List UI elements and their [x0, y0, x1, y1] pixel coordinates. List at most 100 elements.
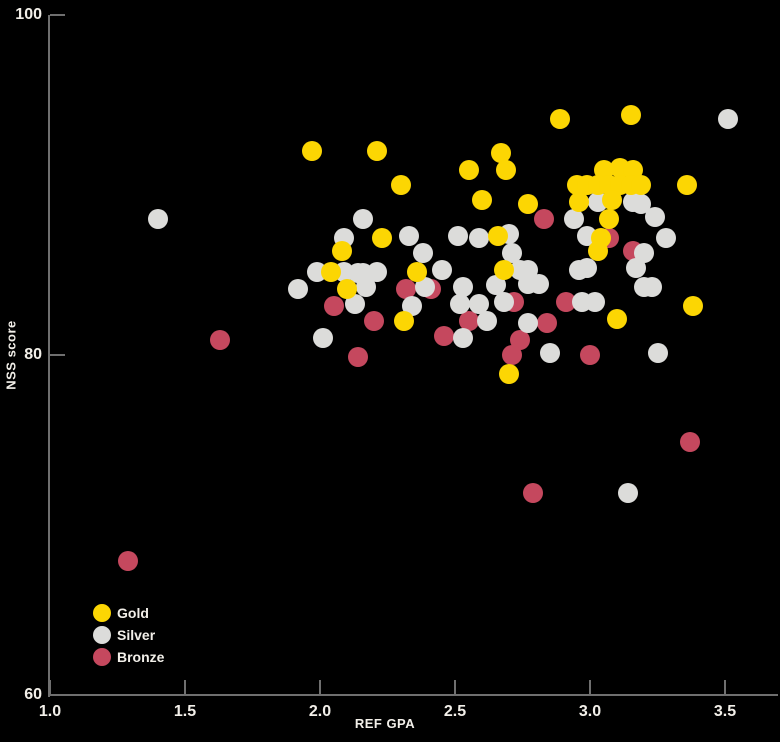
point-silver [453, 277, 474, 297]
y-tick-label: 100 [15, 6, 42, 23]
legend-dot-silver [93, 626, 111, 644]
x-axis-title: REF GPA [354, 716, 416, 731]
point-bronze [434, 326, 455, 347]
y-axis-line [48, 15, 50, 697]
point-gold [496, 159, 517, 180]
point-gold [331, 241, 352, 262]
point-bronze [396, 278, 417, 299]
point-silver [617, 482, 638, 503]
y-tick-label: 80 [24, 346, 42, 363]
point-gold [320, 261, 341, 282]
point-silver [642, 277, 663, 297]
point-gold [588, 241, 609, 262]
point-gold [407, 261, 428, 282]
point-gold [517, 193, 538, 214]
point-gold [598, 209, 619, 229]
point-silver [412, 243, 433, 263]
point-silver [528, 273, 549, 294]
x-tick-label: 1.5 [173, 703, 197, 720]
point-gold [472, 190, 492, 211]
legend-dot-bronze [93, 648, 111, 666]
point-silver [644, 207, 665, 228]
point-gold [366, 141, 387, 161]
point-bronze [679, 431, 700, 452]
x-tick [319, 680, 321, 694]
point-gold [488, 226, 509, 246]
x-axis-line [48, 694, 778, 696]
legend-label-gold: Gold [117, 605, 149, 621]
x-tick-label: 3.5 [713, 703, 737, 720]
x-tick [454, 680, 456, 694]
point-gold [623, 159, 644, 180]
point-gold [458, 159, 479, 180]
point-silver [493, 292, 514, 313]
x-tick-label: 3.0 [578, 703, 602, 720]
point-silver [517, 312, 538, 333]
point-gold [593, 159, 614, 180]
point-gold [301, 141, 322, 161]
point-silver [577, 258, 598, 279]
point-gold [490, 142, 511, 163]
point-silver [539, 343, 560, 364]
point-silver [447, 226, 468, 246]
point-bronze [501, 345, 522, 365]
point-bronze [523, 482, 544, 503]
point-silver [655, 227, 676, 248]
point-gold [391, 175, 411, 195]
x-tick-label: 1.0 [38, 703, 62, 720]
point-silver [717, 108, 738, 129]
point-silver [366, 261, 387, 282]
x-tick [589, 680, 591, 694]
point-gold [550, 108, 571, 129]
point-gold [601, 190, 622, 211]
point-silver [288, 278, 309, 299]
point-gold [677, 175, 698, 195]
point-gold [393, 311, 414, 331]
point-gold [620, 105, 641, 126]
legend-label-silver: Silver [117, 627, 156, 643]
point-silver [431, 260, 452, 280]
point-silver [148, 209, 168, 229]
point-silver [353, 209, 374, 229]
point-gold [631, 175, 652, 195]
point-bronze [323, 295, 344, 316]
point-silver [469, 227, 490, 248]
point-silver [631, 193, 652, 214]
point-bronze [210, 329, 231, 350]
point-bronze [580, 345, 600, 365]
point-silver [453, 328, 474, 348]
y-tick [50, 354, 65, 356]
x-tick [724, 680, 726, 694]
point-silver [450, 294, 471, 314]
point-gold [372, 227, 393, 248]
point-silver [355, 277, 376, 297]
point-bronze [347, 346, 368, 367]
point-bronze [555, 292, 576, 313]
point-silver [501, 243, 522, 263]
point-silver [485, 275, 506, 296]
x-tick [49, 680, 51, 694]
point-silver [415, 277, 436, 297]
y-tick-label: 60 [24, 686, 42, 703]
point-bronze [536, 312, 557, 333]
point-silver [647, 343, 668, 364]
point-silver [401, 295, 422, 316]
point-bronze [118, 550, 139, 571]
point-gold [337, 278, 357, 299]
point-silver [634, 243, 654, 263]
legend-label-bronze: Bronze [117, 649, 165, 665]
point-gold [682, 295, 703, 316]
point-silver [563, 209, 584, 229]
point-gold [499, 363, 519, 384]
point-silver [477, 311, 498, 331]
y-tick [50, 14, 65, 16]
y-tick [50, 694, 65, 696]
point-gold [493, 260, 514, 280]
point-silver [585, 292, 606, 313]
point-silver [399, 226, 420, 246]
x-tick-label: 2.0 [308, 703, 332, 720]
point-silver [345, 294, 366, 314]
point-bronze [458, 311, 479, 331]
x-tick [184, 680, 186, 694]
